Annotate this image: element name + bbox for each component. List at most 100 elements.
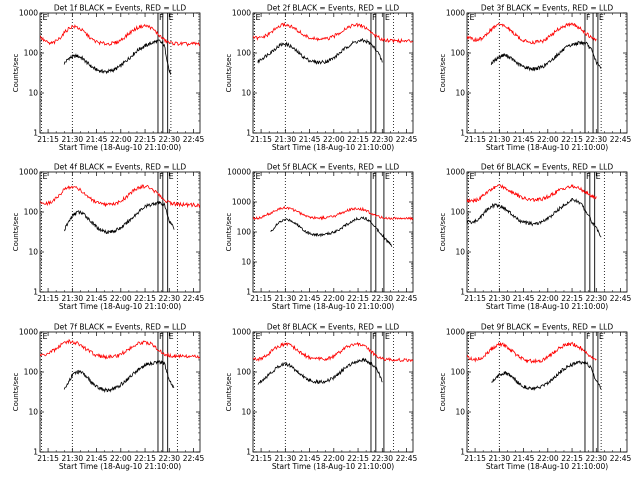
x-tick-label: 22:00 [323,294,345,303]
series-events-line [270,216,393,247]
y-tick-label: 1000 [232,328,251,337]
x-axis-label: Start Time (18-Aug-10 21:10:00) [486,302,608,311]
chart-panel: Det 3f BLACK = Events, RED = LLD 1 10 100 10… [439,4,632,153]
y-tick-label: 10 [455,248,465,257]
x-tick-label: 21:15 [37,294,59,303]
x-axis-label: Start Time (18-Aug-10 21:10:00) [59,302,181,311]
y-tick-label: 100 [451,208,466,217]
y-axis-label: Counts/sec [12,373,20,412]
plot-frame [252,331,414,453]
marker-f-label: F [159,332,164,341]
marker-e-label: E [470,332,475,341]
plot-frame [466,171,628,293]
x-tick-label: 22:15 [134,135,156,144]
x-tick-label: 22:15 [561,135,583,144]
y-axis-label: Counts/sec [12,54,20,93]
chart-title: Det 7f BLACK = Events, RED = LLD [54,323,187,332]
series-events-line [490,40,602,72]
x-tick-label: 21:15 [464,135,486,144]
y-tick-label: 100 [24,49,39,58]
series-events-line [63,200,175,235]
x-tick-label: 22:45 [610,135,632,144]
marker-e-label: E [470,13,475,22]
x-tick-label: 22:15 [347,454,369,463]
y-tick-label: 100 [24,208,39,217]
x-tick-label: 22:30 [371,454,393,463]
x-tick-label: 21:30 [275,135,297,144]
x-tick-label: 22:30 [158,294,180,303]
marker-f-label: F [159,172,164,181]
y-tick-label: 100 [237,49,252,58]
x-tick-label: 21:30 [62,135,84,144]
y-tick-label: 1000 [19,328,38,337]
x-tick-label: 21:45 [299,294,321,303]
marker-e-label: E [256,172,261,181]
marker-e-label: E [385,332,390,341]
x-tick-label: 21:30 [62,454,84,463]
x-tick-label: 21:30 [489,294,511,303]
y-tick-label: 10 [455,408,465,417]
x-tick-label: 22:30 [158,135,180,144]
x-tick-label: 22:30 [585,135,607,144]
x-tick-label: 22:45 [610,454,632,463]
x-tick-label: 22:15 [134,454,156,463]
x-tick-label: 22:30 [585,454,607,463]
x-tick-label: 22:00 [110,135,132,144]
series-lld-line [253,206,413,221]
x-tick-label: 22:30 [158,454,180,463]
y-tick-label: 100 [451,49,466,58]
marker-e-label: E [169,332,174,341]
series-lld-line [40,184,200,209]
y-tick-label: 1000 [232,9,251,18]
x-tick-label: 21:15 [464,454,486,463]
x-tick-label: 21:30 [489,135,511,144]
marker-e-label: E [169,13,174,22]
x-tick-label: 22:30 [371,135,393,144]
x-tick-label: 22:15 [347,135,369,144]
marker-f-label: F [372,13,377,22]
x-axis-label: Start Time (18-Aug-10 21:10:00) [59,143,181,152]
y-axis-label: Counts/sec [439,54,447,93]
y-tick-label: 10000 [227,168,251,177]
x-tick-label: 22:00 [110,454,132,463]
x-axis-label: Start Time (18-Aug-10 21:10:00) [272,462,394,471]
x-tick-label: 22:15 [561,454,583,463]
plot-frame [39,171,201,293]
x-tick-label: 21:45 [299,135,321,144]
chart-title: Det 1f BLACK = Events, RED = LLD [54,4,187,13]
y-tick-label: 1 [246,129,251,138]
series-lld-line [467,341,597,364]
chart-title: Det 3f BLACK = Events, RED = LLD [481,4,614,13]
y-axis-label: Counts/sec [225,54,233,93]
x-tick-label: 22:30 [371,294,393,303]
y-tick-label: 100 [24,368,39,377]
x-tick-label: 22:00 [537,294,559,303]
y-axis-label: Counts/sec [12,213,20,252]
x-tick-label: 22:00 [323,135,345,144]
y-tick-label: 1 [33,288,38,297]
x-tick-label: 22:45 [396,454,418,463]
y-tick-label: 10 [28,408,38,417]
x-tick-label: 21:15 [250,135,272,144]
marker-e-label: E [43,172,48,181]
series-lld-line [40,338,200,360]
series-events-line [491,360,602,391]
y-axis-label: Counts/sec [439,373,447,412]
x-axis-label: Start Time (18-Aug-10 21:10:00) [272,302,394,311]
y-tick-label: 1000 [446,328,465,337]
x-tick-label: 21:45 [86,294,108,303]
x-tick-label: 21:45 [513,294,535,303]
x-tick-label: 22:45 [183,294,205,303]
y-tick-label: 1000 [19,168,38,177]
x-axis-label: Start Time (18-Aug-10 21:10:00) [59,462,181,471]
x-tick-label: 22:00 [323,454,345,463]
plot-frame [39,331,201,453]
series-events-line [257,357,383,385]
chart-title: Det 9f BLACK = Events, RED = LLD [481,323,614,332]
marker-e-label: E [256,332,261,341]
plot-frame [466,331,628,453]
marker-e-label: E [256,13,261,22]
y-axis-label: Counts/sec [225,213,233,252]
chart-panel: Det 1f BLACK = Events, RED = LLD 1 10 100 10… [12,4,205,153]
x-tick-label: 22:45 [610,294,632,303]
